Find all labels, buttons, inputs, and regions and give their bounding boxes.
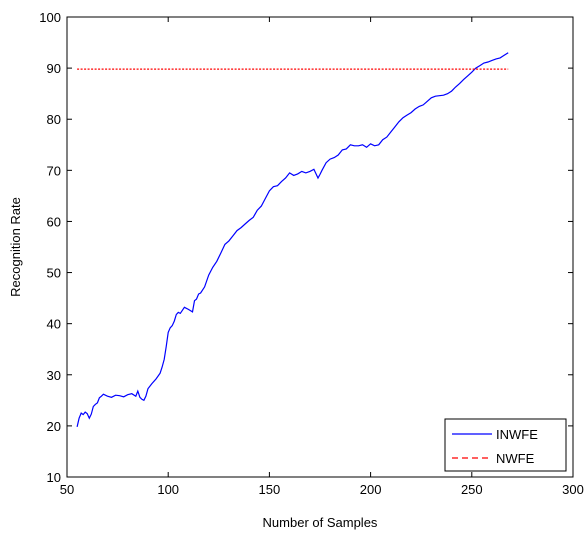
- x-axis: 50 100 150 200 250 300: [60, 17, 584, 497]
- plot-area: [67, 17, 573, 477]
- y-tick-label: 30: [47, 368, 61, 383]
- y-tick-label: 50: [47, 266, 61, 281]
- x-tick-label: 250: [461, 482, 483, 497]
- y-tick-label: 90: [47, 61, 61, 76]
- y-tick-label: 70: [47, 163, 61, 178]
- y-axis-label: Recognition Rate: [8, 197, 23, 297]
- y-tick-label: 60: [47, 214, 61, 229]
- series-line-inwfe: [76, 52, 509, 428]
- x-tick-label: 50: [60, 482, 74, 497]
- legend: INWFE NWFE: [444, 418, 567, 472]
- y-tick-label: 100: [39, 10, 61, 25]
- plot-frame: [66, 16, 574, 478]
- y-tick-label: 40: [47, 317, 61, 332]
- series-layer: [76, 52, 509, 428]
- legend-label-nwfe: NWFE: [496, 451, 535, 466]
- x-tick-label: 300: [562, 482, 584, 497]
- legend-label-inwfe: INWFE: [496, 427, 538, 442]
- x-tick-label: 100: [157, 482, 179, 497]
- x-tick-label: 200: [360, 482, 382, 497]
- x-tick-label: 150: [259, 482, 281, 497]
- y-axis: 10 20 30 40 50 60 70 80 90 100: [39, 10, 573, 485]
- legend-box: [444, 418, 567, 472]
- x-axis-label: Number of Samples: [263, 515, 378, 530]
- y-tick-label: 80: [47, 112, 61, 127]
- y-tick-label: 20: [47, 419, 61, 434]
- y-tick-label: 10: [47, 470, 61, 485]
